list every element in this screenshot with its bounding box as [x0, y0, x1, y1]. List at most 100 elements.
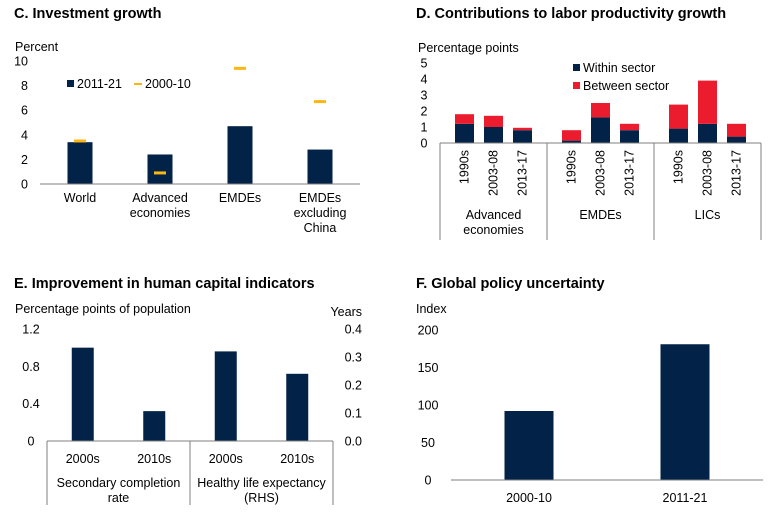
y-tick-label: 1.2 — [22, 323, 39, 337]
group-label: LICs — [695, 208, 721, 222]
legend-label: Between sector — [583, 79, 669, 93]
chart-title: E. Improvement in human capital indicato… — [14, 276, 315, 292]
bar — [504, 411, 554, 480]
x-tick-label: 1990s — [672, 150, 686, 184]
y-tick-label-right: 0.3 — [345, 351, 362, 365]
bar-within-sector — [484, 127, 503, 143]
bar — [143, 411, 166, 441]
legend-label: 2011-21 — [77, 77, 122, 91]
legend-label: Within sector — [583, 61, 655, 75]
x-tick-label: 2003-08 — [701, 150, 715, 196]
y-tick-label: 0 — [421, 137, 428, 151]
bar-between-sector — [484, 115, 503, 127]
x-tick-label: 2003-08 — [487, 150, 501, 196]
bar-within-sector — [698, 123, 717, 143]
group-label: economies — [463, 223, 523, 237]
bar-between-sector — [513, 127, 532, 131]
bar-2011-21 — [67, 142, 93, 184]
bar-between-sector — [591, 103, 610, 118]
y-tick-label: 2 — [421, 105, 428, 119]
y-tick-label: 5 — [421, 57, 428, 71]
y-tick-label-right: 0.0 — [345, 435, 362, 449]
y-tick-label: 0 — [425, 474, 432, 488]
x-tick-label: excluding — [294, 206, 347, 220]
y-tick-label: 4 — [21, 128, 28, 142]
x-tick-label: 2013-17 — [730, 150, 744, 196]
y-tick-label: 2 — [21, 153, 28, 167]
bar-within-sector — [591, 117, 610, 143]
y-tick-label: 0.8 — [22, 360, 39, 374]
y-tick-label: 8 — [21, 79, 28, 93]
legend-label: 2000-10 — [145, 77, 191, 91]
y-axis-label-right: Years — [330, 305, 362, 319]
legend-swatch-2000-10 — [134, 83, 142, 85]
bar-within-sector — [455, 123, 474, 143]
y-tick-label: 4 — [421, 73, 428, 87]
x-tick-label: 2013-17 — [516, 150, 530, 196]
bar-within-sector — [727, 136, 746, 143]
y-tick-label: 3 — [421, 89, 428, 103]
y-axis-label: Percentage points — [418, 41, 519, 55]
y-tick-label: 50 — [421, 436, 435, 450]
y-tick-label: 0 — [21, 178, 28, 192]
bar-between-sector — [727, 123, 746, 137]
y-tick-label-right: 0.4 — [345, 323, 362, 337]
bar-2011-21 — [147, 154, 173, 184]
chart-title: C. Investment growth — [14, 6, 162, 22]
y-axis-label: Percentage points of population — [15, 302, 191, 316]
x-tick-label: 2000s — [66, 452, 100, 466]
bar — [71, 347, 94, 441]
bar-2011-21 — [307, 149, 333, 184]
group-label: EMDEs — [579, 208, 621, 222]
y-tick-label: 1 — [421, 121, 428, 135]
y-tick-label: 10 — [14, 55, 28, 69]
group-label: Secondary completion — [57, 476, 181, 490]
chart-title: F. Global policy uncertainty — [416, 276, 605, 292]
bar-between-sector — [698, 80, 717, 124]
group-label: rate — [108, 491, 130, 505]
y-tick-label: 0 — [28, 435, 35, 449]
x-tick-label: EMDEs — [219, 191, 261, 205]
bar-between-sector — [562, 130, 581, 141]
x-tick-label: 2013-17 — [623, 150, 637, 196]
x-tick-label: economies — [130, 206, 190, 220]
group-label: Advanced — [466, 208, 522, 222]
x-tick-label: Advanced — [132, 191, 188, 205]
group-label: (RHS) — [244, 491, 279, 505]
x-tick-label: 1990s — [565, 150, 579, 184]
chart-d-svg: Percentage points 0 1 2 3 4 5 1990s 2003-08 2013-… — [418, 41, 762, 240]
x-tick-label: China — [304, 221, 337, 235]
legend-swatch-between-sector — [573, 82, 580, 89]
y-tick-label: 0.4 — [22, 397, 39, 411]
bar — [214, 351, 237, 441]
bar-between-sector — [455, 114, 474, 124]
x-tick-label: 2010s — [137, 452, 171, 466]
marker-2000-10 — [154, 171, 166, 175]
legend-swatch-2011-21 — [67, 80, 74, 87]
y-tick-label-right: 0.2 — [345, 379, 362, 393]
y-axis-label: Percent — [15, 40, 59, 54]
bar — [286, 373, 309, 441]
x-tick-label: EMDEs — [299, 191, 341, 205]
y-tick-label: 150 — [418, 361, 439, 375]
bar-2011-21 — [227, 126, 253, 184]
chart-e-svg: Percentage points of population Years 0 0.4… — [15, 302, 362, 505]
x-tick-label: 2011-21 — [663, 491, 708, 505]
chart-title: D. Contributions to labor productivity g… — [416, 6, 727, 22]
y-tick-label-right: 0.1 — [345, 407, 362, 421]
x-tick-label: 2000-10 — [506, 491, 552, 505]
x-tick-label: 2003-08 — [594, 150, 608, 196]
marker-2000-10 — [314, 100, 326, 104]
x-tick-label: 2010s — [280, 452, 314, 466]
y-tick-label: 6 — [21, 104, 28, 118]
x-tick-label: 1990s — [458, 150, 472, 184]
x-tick-label: World — [64, 191, 96, 205]
marker-2000-10 — [234, 66, 246, 70]
bar-within-sector — [513, 130, 532, 143]
bar-within-sector — [562, 140, 581, 143]
bar-between-sector — [669, 104, 688, 129]
group-label: Healthy life expectancy — [197, 476, 326, 490]
y-tick-label: 100 — [418, 399, 439, 413]
legend-swatch-within-sector — [573, 64, 580, 71]
